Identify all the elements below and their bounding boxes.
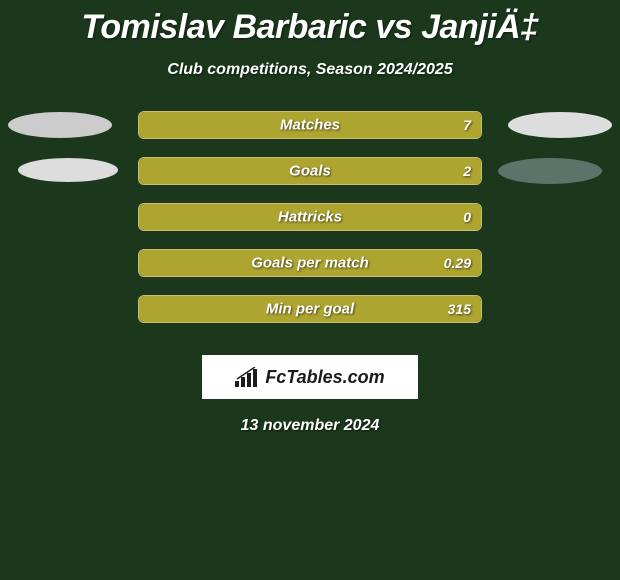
stat-label: Hattricks xyxy=(278,209,342,226)
stat-bar: Matches 7 xyxy=(138,111,482,139)
stat-bar: Goals 2 xyxy=(138,157,482,185)
page-title: Tomislav Barbaric vs JanjiÄ‡ xyxy=(0,0,620,47)
stat-row-matches: Matches 7 xyxy=(0,111,620,157)
stat-row-mpg: Min per goal 315 xyxy=(0,295,620,341)
stat-value: 2 xyxy=(463,163,471,179)
player2-marker xyxy=(498,158,602,184)
stat-value: 0 xyxy=(463,209,471,225)
stat-label: Goals per match xyxy=(251,255,369,272)
stat-row-goals: Goals 2 xyxy=(0,157,620,203)
player1-marker xyxy=(18,158,118,182)
stat-label: Matches xyxy=(280,117,340,134)
stat-row-hattricks: Hattricks 0 xyxy=(0,203,620,249)
stat-value: 7 xyxy=(463,117,471,133)
stat-bar: Min per goal 315 xyxy=(138,295,482,323)
date-text: 13 november 2024 xyxy=(0,417,620,435)
stat-row-gpm: Goals per match 0.29 xyxy=(0,249,620,295)
brand-text: FcTables.com xyxy=(265,367,384,388)
player1-marker xyxy=(8,112,112,138)
stat-bar: Hattricks 0 xyxy=(138,203,482,231)
stat-bar: Goals per match 0.29 xyxy=(138,249,482,277)
subtitle: Club competitions, Season 2024/2025 xyxy=(0,61,620,79)
chart-icon xyxy=(235,367,259,387)
player2-marker xyxy=(508,112,612,138)
brand-badge[interactable]: FcTables.com xyxy=(202,355,418,399)
stats-container: Matches 7 Goals 2 Hattricks 0 Goals per … xyxy=(0,111,620,341)
stat-label: Min per goal xyxy=(266,301,354,318)
stat-label: Goals xyxy=(289,163,331,180)
stat-value: 0.29 xyxy=(444,255,471,271)
stat-value: 315 xyxy=(448,301,471,317)
